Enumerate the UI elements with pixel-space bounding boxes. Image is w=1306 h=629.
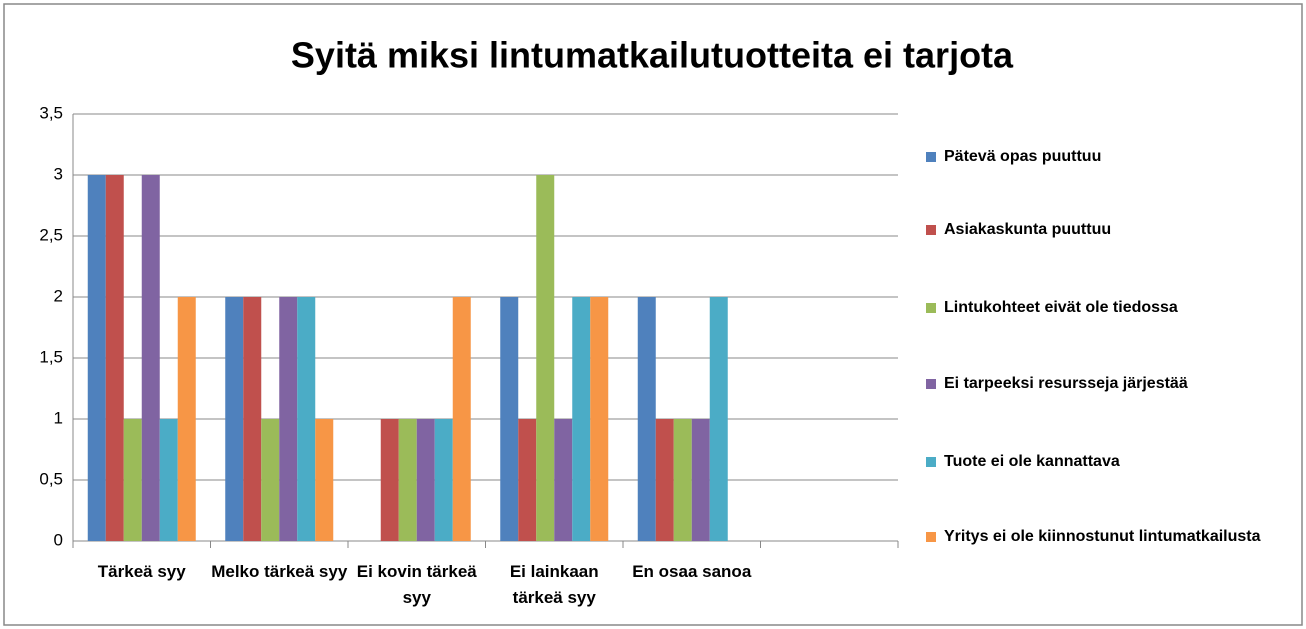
bar <box>159 419 178 541</box>
legend-label-box: Tuote ei ole kannattava <box>944 453 1120 470</box>
legend-swatch <box>926 457 936 467</box>
bar <box>87 175 106 541</box>
bar <box>398 419 417 541</box>
x-tick-label: Tärkeä syy <box>97 562 186 581</box>
x-tick-label-box: En osaa sanoa <box>632 562 752 581</box>
y-tick-label: 0,5 <box>39 469 63 488</box>
legend-label: Yritys ei ole kiinnostunut lintumatkailu… <box>944 528 1261 545</box>
y-tick-label: 1 <box>54 408 63 427</box>
bar <box>141 175 160 541</box>
bar <box>177 297 196 541</box>
legend-label: Asiakaskunta puuttuu <box>944 221 1112 238</box>
legend-label-box: Lintukohteet eivät ole tiedossa <box>944 299 1178 316</box>
bar <box>572 297 591 541</box>
bar <box>123 419 142 541</box>
legend-swatch <box>926 152 936 162</box>
x-tick-label: Ei kovin tärkeä syy <box>356 562 477 607</box>
legend-label: Lintukohteet eivät ole tiedossa <box>944 299 1178 316</box>
bar <box>637 297 656 541</box>
x-tick-label-box: Ei lainkaan tärkeä syy <box>509 562 599 607</box>
x-tick-label-box: Melko tärkeä syy <box>211 562 348 581</box>
y-tick-label: 1,5 <box>39 347 63 366</box>
legend-label-box: Pätevä opas puuttuu <box>944 148 1102 165</box>
bar <box>315 419 334 541</box>
y-tick-label: 3 <box>54 164 63 183</box>
bar <box>105 175 124 541</box>
legend-label-box: Asiakaskunta puuttuu <box>944 221 1112 238</box>
bar <box>554 419 573 541</box>
x-tick-label-box: Ei kovin tärkeä syy <box>356 562 477 607</box>
bar <box>380 419 399 541</box>
bar <box>452 297 471 541</box>
legend-label: Ei tarpeeksi resursseja järjestää <box>944 375 1188 392</box>
y-tick-label: 2 <box>54 286 63 305</box>
bar <box>500 297 519 541</box>
y-tick-label: 2,5 <box>39 225 63 244</box>
bar <box>709 297 728 541</box>
bar <box>243 297 262 541</box>
x-tick-label: En osaa sanoa <box>632 562 752 581</box>
legend-label: Tuote ei ole kannattava <box>944 453 1120 470</box>
chart-title: Syitä miksi lintumatkailutuotteita ei ta… <box>291 35 1014 76</box>
legend-label-box: Ei tarpeeksi resursseja järjestää <box>944 375 1188 392</box>
bar <box>691 419 710 541</box>
legend-label: Pätevä opas puuttuu <box>944 148 1102 165</box>
bar <box>434 419 453 541</box>
bar <box>518 419 537 541</box>
bar <box>655 419 674 541</box>
x-tick-label-box: Tärkeä syy <box>97 562 186 581</box>
y-tick-label: 0 <box>54 530 63 549</box>
bar <box>225 297 244 541</box>
x-tick-label: Ei lainkaan tärkeä syy <box>509 562 599 607</box>
legend-swatch <box>926 303 936 313</box>
bar <box>536 175 555 541</box>
legend-swatch <box>926 225 936 235</box>
y-tick-label: 3,5 <box>39 103 63 122</box>
legend-label-box: Yritys ei ole kiinnostunut lintumatkailu… <box>944 528 1261 545</box>
legend-swatch <box>926 532 936 542</box>
bar <box>261 419 280 541</box>
bar <box>416 419 435 541</box>
x-tick-label: Melko tärkeä syy <box>211 562 348 581</box>
bar <box>279 297 298 541</box>
legend-swatch <box>926 379 936 389</box>
bar <box>590 297 609 541</box>
bar <box>673 419 692 541</box>
bar <box>297 297 316 541</box>
